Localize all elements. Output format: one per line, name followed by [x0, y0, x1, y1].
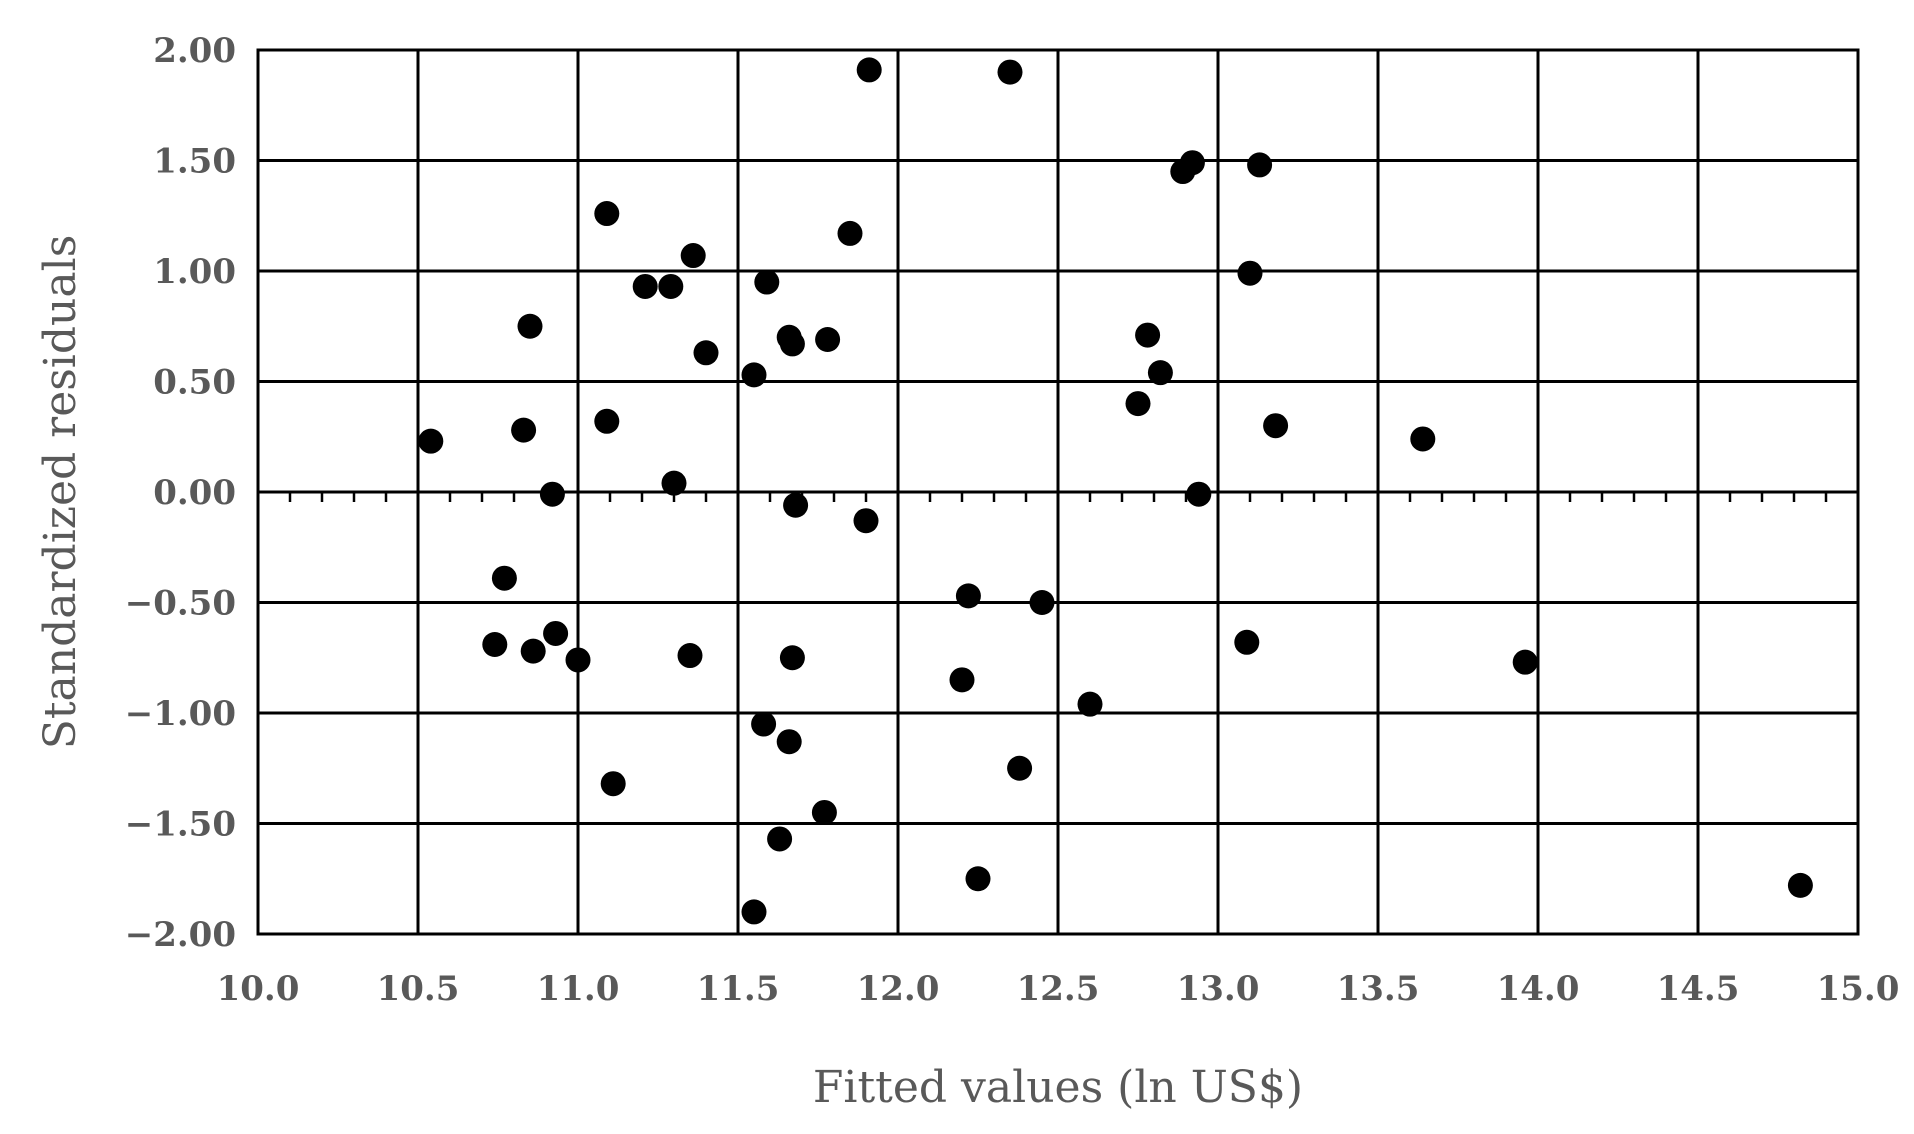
data-point: [680, 243, 706, 269]
y-tick-label: 0.00: [153, 473, 236, 513]
y-tick-label: 1.50: [153, 142, 236, 182]
data-point: [543, 620, 569, 646]
x-tick-label: 13.5: [1337, 969, 1420, 1009]
data-point: [837, 220, 863, 246]
data-point: [776, 729, 802, 755]
y-tick-label: −1.50: [125, 805, 236, 845]
data-point: [1007, 755, 1033, 781]
x-tick-labels: 10.0 10.5 11.0 11.5 12.0 12.5 13.0 13.5 14.0 14.5…: [217, 969, 1900, 1009]
data-points: [418, 57, 1813, 925]
data-point: [1135, 322, 1161, 348]
data-point: [1237, 260, 1263, 286]
data-point: [815, 327, 841, 353]
data-point: [741, 899, 767, 925]
data-point: [565, 647, 591, 673]
data-point: [754, 269, 780, 295]
x-tick-label: 10.0: [217, 969, 300, 1009]
data-point: [853, 508, 879, 534]
x-tick-label: 13.0: [1177, 969, 1260, 1009]
data-point: [1186, 481, 1212, 507]
data-point: [600, 771, 626, 797]
data-point: [1077, 691, 1103, 717]
data-point: [632, 273, 658, 299]
data-point: [1247, 152, 1273, 178]
data-point: [539, 481, 565, 507]
data-point: [511, 417, 537, 443]
data-point: [949, 667, 975, 693]
data-point: [811, 799, 837, 825]
data-point: [751, 711, 777, 737]
x-axis-title: Fitted values (ln US$): [813, 1062, 1303, 1113]
data-point: [1234, 629, 1260, 655]
data-point: [965, 866, 991, 892]
y-tick-label: −2.00: [125, 915, 236, 955]
y-tick-label: 2.00: [153, 31, 236, 71]
data-point: [856, 57, 882, 83]
data-point: [520, 638, 546, 664]
data-point: [594, 201, 620, 227]
data-point: [482, 631, 508, 657]
y-tick-labels: 2.00 1.50 1.00 0.50 0.00 −0.50 −1.00 −1.50 −2.00: [125, 31, 236, 955]
data-point: [1512, 649, 1538, 675]
data-point: [955, 583, 981, 609]
x-tick-label: 11.5: [697, 969, 780, 1009]
x-tick-label: 14.5: [1657, 969, 1740, 1009]
data-point: [1787, 872, 1813, 898]
y-tick-label: 0.50: [153, 363, 236, 403]
data-point: [779, 331, 805, 357]
data-point: [1179, 150, 1205, 176]
data-point: [661, 470, 687, 496]
data-point: [767, 826, 793, 852]
data-point: [783, 492, 809, 518]
data-point: [997, 59, 1023, 85]
plot-area-frame: [256, 48, 1860, 936]
data-point: [779, 645, 805, 671]
data-point: [677, 643, 703, 669]
y-tick-label: −1.00: [125, 694, 236, 734]
y-axis-title: Standardized residuals: [35, 235, 86, 750]
x-tick-label: 14.0: [1497, 969, 1580, 1009]
y-tick-label: 1.00: [153, 252, 236, 292]
data-point: [1263, 413, 1289, 439]
data-point: [741, 362, 767, 388]
x-tick-label: 15.0: [1817, 969, 1900, 1009]
data-point: [1410, 426, 1436, 452]
data-point: [491, 565, 517, 591]
data-point: [594, 408, 620, 434]
data-point: [693, 340, 719, 366]
data-point: [517, 313, 543, 339]
x-tick-label: 11.0: [537, 969, 620, 1009]
data-point: [1147, 360, 1173, 386]
data-point: [1029, 590, 1055, 615]
x-tick-label: 12.0: [857, 969, 940, 1009]
x-tick-label: 10.5: [377, 969, 460, 1009]
data-point: [658, 273, 684, 299]
data-point: [1125, 391, 1151, 417]
y-tick-label: −0.50: [125, 584, 236, 624]
x-tick-label: 12.5: [1017, 969, 1100, 1009]
data-point: [418, 428, 444, 454]
